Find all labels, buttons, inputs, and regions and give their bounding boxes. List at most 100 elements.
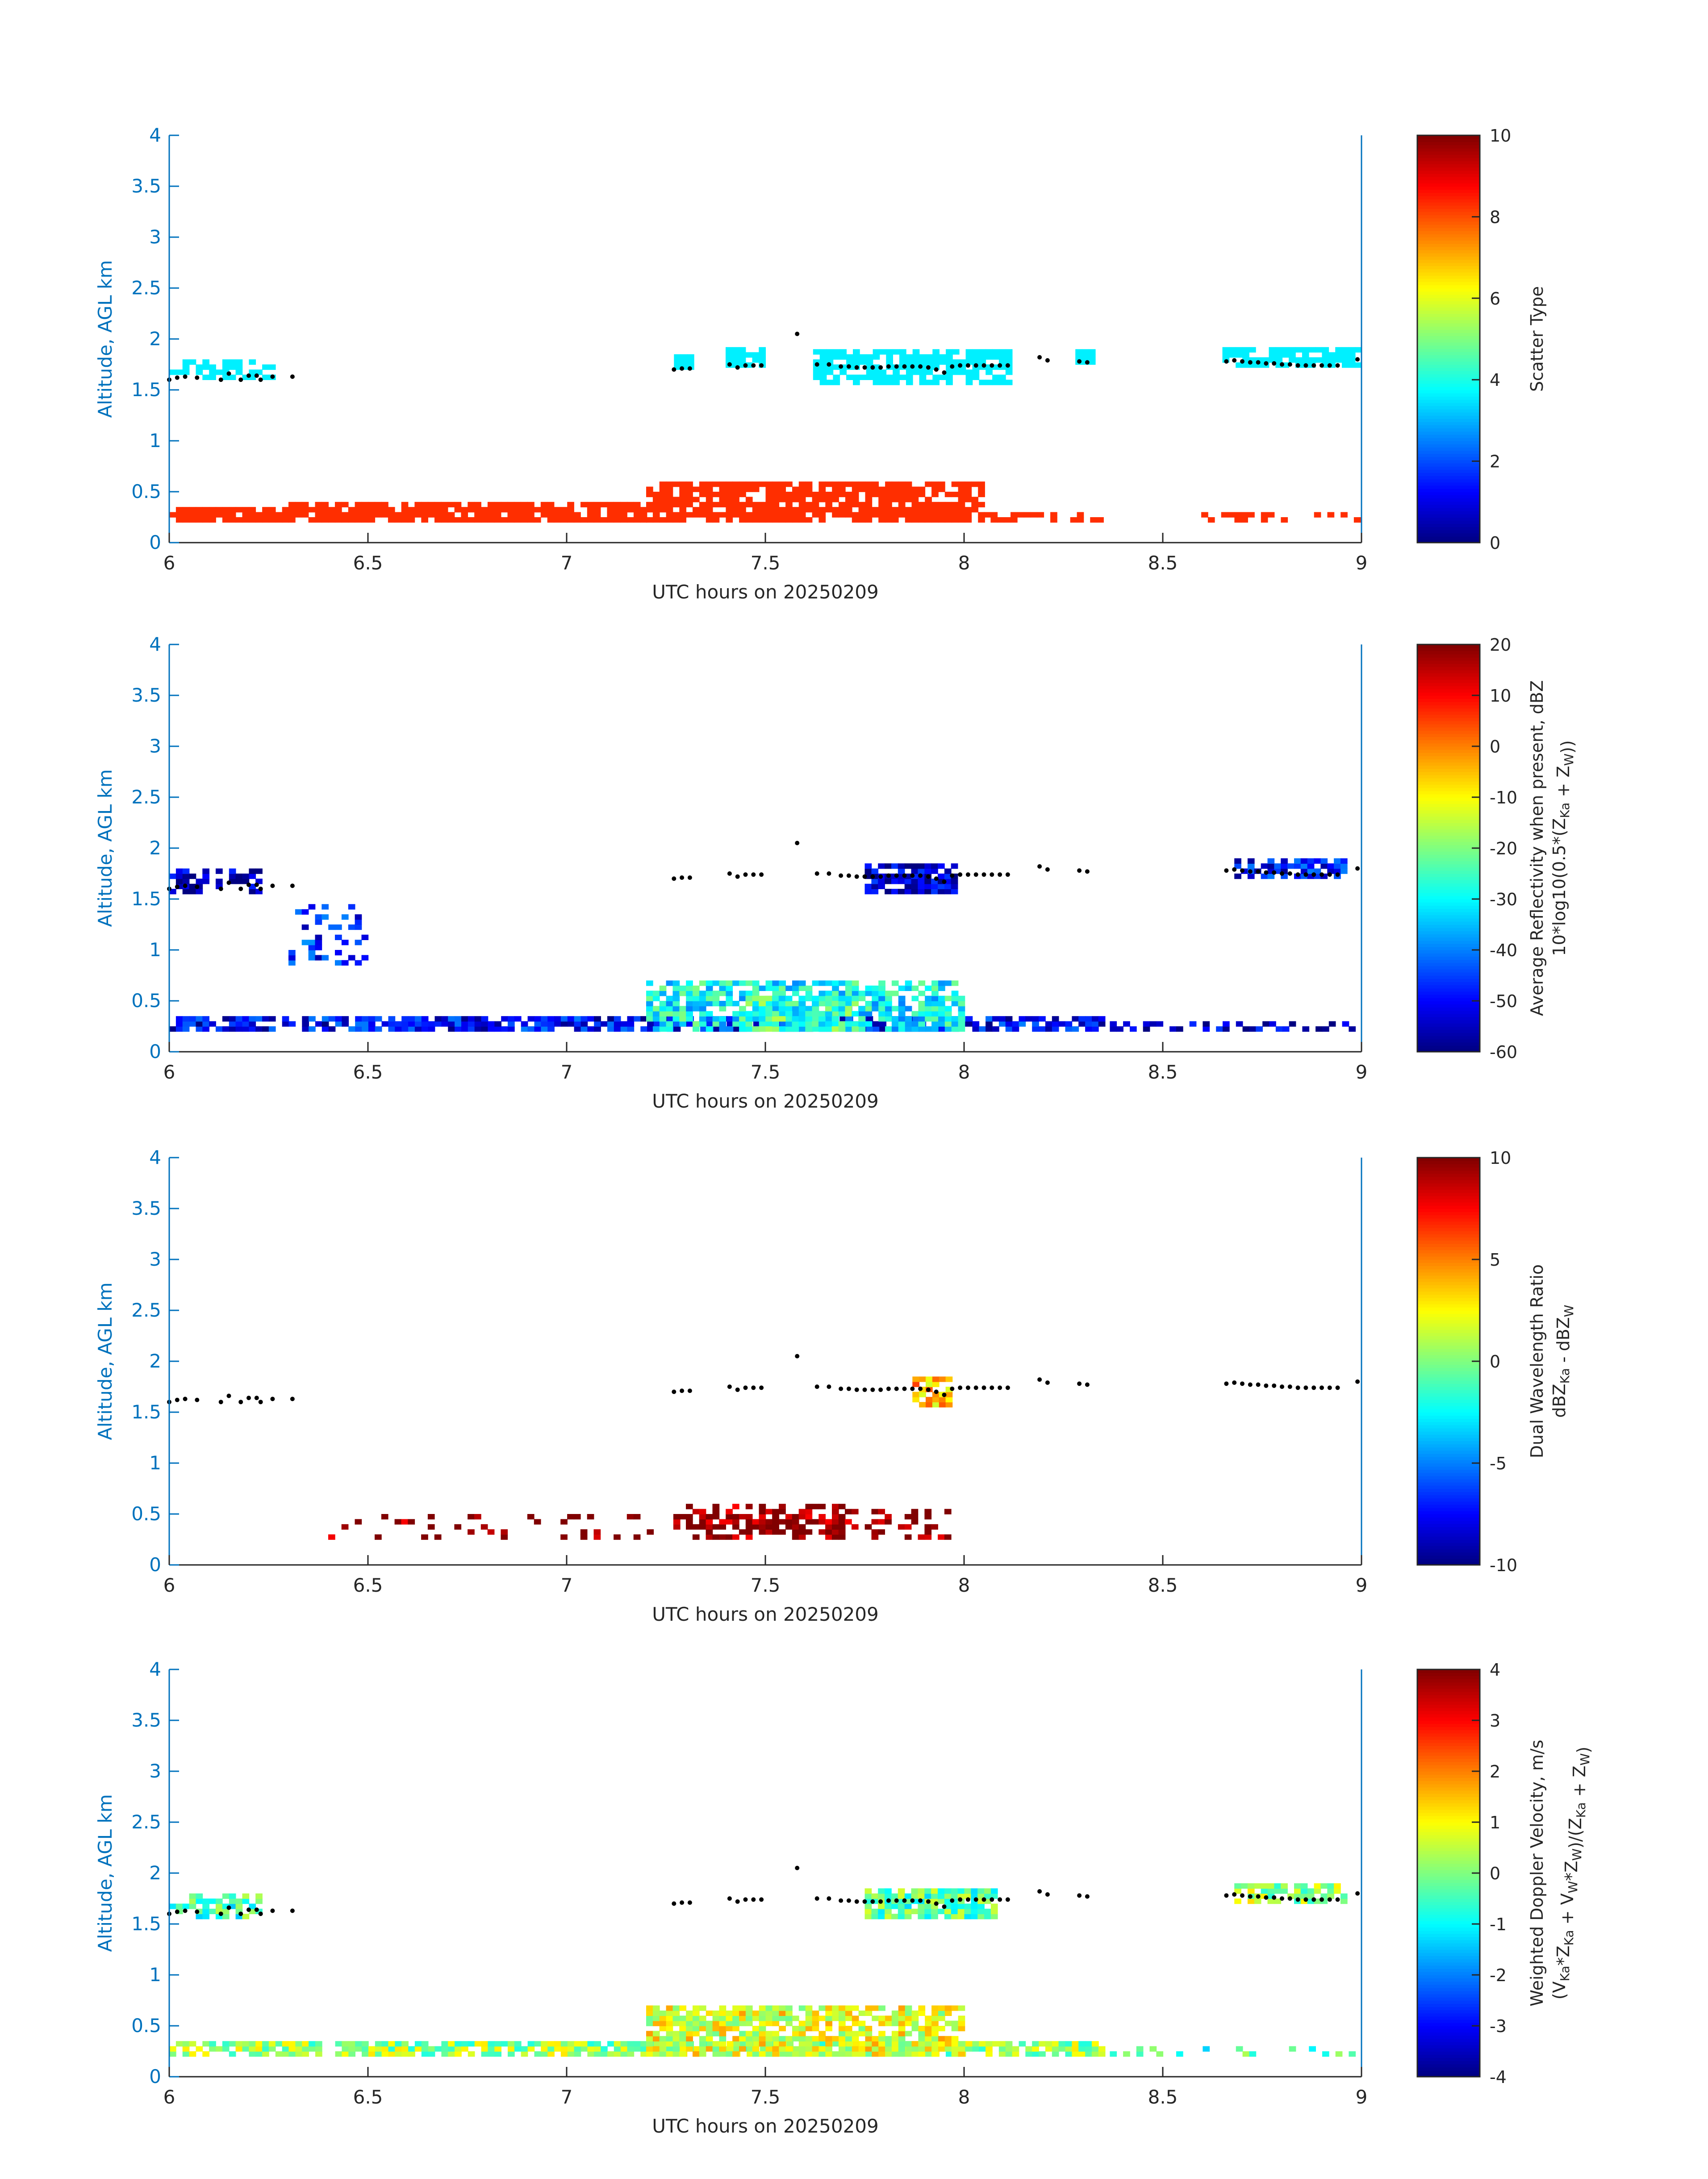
heatmap-cell xyxy=(946,374,953,380)
heatmap-cell xyxy=(872,486,879,492)
heatmap-cell xyxy=(965,497,972,502)
heatmap-cell xyxy=(620,1026,628,1032)
heatmap-cell xyxy=(785,2020,793,2026)
heatmap-cell xyxy=(666,517,673,523)
colorbar-segment xyxy=(1417,921,1480,925)
heatmap-cell xyxy=(1176,2051,1183,2057)
colorbar-segment xyxy=(1417,1841,1480,1845)
heatmap-cell xyxy=(1341,858,1348,864)
heatmap-cell xyxy=(401,502,409,507)
heatmap-cell xyxy=(666,512,673,518)
y-tick-label: 2.5 xyxy=(131,1811,161,1833)
heatmap-cell xyxy=(931,995,939,1001)
heatmap-cell xyxy=(918,1016,926,1022)
heatmap-cell xyxy=(216,369,223,375)
cloud-top-marker xyxy=(687,1389,692,1393)
heatmap-cell xyxy=(593,507,601,513)
heatmap-cell xyxy=(898,512,906,518)
cloud-top-marker xyxy=(1320,1897,1324,1902)
heatmap-cell xyxy=(672,985,680,991)
heatmap-cell xyxy=(911,507,919,513)
heatmap-cell xyxy=(202,364,209,370)
heatmap-cell xyxy=(858,481,866,487)
heatmap-cell xyxy=(335,2041,342,2047)
heatmap-cell xyxy=(692,1524,700,1530)
heatmap-cell xyxy=(534,2051,542,2057)
y-tick-label: 2 xyxy=(149,1350,161,1372)
cloud-top-marker xyxy=(1005,872,1010,877)
cloud-top-marker xyxy=(1335,1385,1340,1390)
heatmap-cell xyxy=(627,2051,635,2057)
heatmap-cell xyxy=(322,502,329,507)
heatmap-cell xyxy=(361,934,369,940)
heatmap-cell xyxy=(1322,2051,1329,2057)
heatmap-cell xyxy=(189,1903,196,1909)
heatmap-cell xyxy=(727,1021,734,1027)
heatmap-cell xyxy=(175,878,183,884)
heatmap-cell xyxy=(765,1524,773,1530)
heatmap-cell xyxy=(911,2051,919,2057)
heatmap-cell xyxy=(428,502,435,507)
colorbar-segment xyxy=(1417,1886,1480,1890)
cloud-top-marker xyxy=(894,1898,899,1903)
heatmap-cell xyxy=(209,1899,216,1904)
colorbar-segment xyxy=(1417,151,1480,155)
heatmap-cell xyxy=(686,1524,693,1530)
heatmap-cell xyxy=(759,2051,766,2057)
heatmap-cell xyxy=(355,940,362,945)
heatmap-cell xyxy=(593,502,601,507)
heatmap-cell xyxy=(1052,1016,1059,1022)
heatmap-cell xyxy=(891,2016,899,2021)
heatmap-cell xyxy=(839,492,846,498)
heatmap-cell xyxy=(434,517,442,523)
heatmap-cell xyxy=(719,2046,727,2052)
heatmap-cell xyxy=(455,1026,462,1032)
heatmap-cell xyxy=(924,1903,931,1909)
heatmap-cell xyxy=(805,1514,813,1520)
heatmap-cell xyxy=(1314,858,1321,864)
colorbar-segment xyxy=(1417,1828,1480,1832)
heatmap-cell xyxy=(1281,517,1288,523)
heatmap-cell xyxy=(1203,1021,1210,1027)
heatmap-cell xyxy=(189,1021,196,1027)
heatmap-cell xyxy=(958,1006,965,1012)
colorbar-segment xyxy=(1417,348,1480,352)
heatmap-cell xyxy=(904,883,912,889)
heatmap-cell xyxy=(262,1026,269,1032)
colorbar-segment xyxy=(1417,1489,1480,1492)
heatmap-cell xyxy=(640,2041,647,2047)
heatmap-cell xyxy=(262,364,269,370)
heatmap-cell xyxy=(447,502,455,507)
heatmap-cell xyxy=(944,1914,952,1920)
heatmap-cell xyxy=(778,1001,786,1007)
heatmap-cell xyxy=(964,1893,972,1899)
heatmap-cell xyxy=(719,2010,727,2016)
heatmap-cell xyxy=(925,2046,932,2052)
heatmap-cell xyxy=(620,507,627,513)
heatmap-cell xyxy=(819,1011,826,1016)
heatmap-cell xyxy=(832,2010,839,2016)
heatmap-cell xyxy=(1085,2041,1092,2047)
colorbar-segment xyxy=(1417,256,1480,260)
heatmap-cell xyxy=(1088,349,1096,355)
colorbar-segment xyxy=(1417,1317,1480,1321)
cloud-top-marker xyxy=(751,363,756,368)
heatmap-cell xyxy=(951,1016,959,1022)
heatmap-cell xyxy=(202,1016,209,1022)
heatmap-cell xyxy=(508,2051,515,2057)
colorbar-segment xyxy=(1417,1669,1480,1673)
heatmap-cell xyxy=(249,1903,256,1909)
y-tick-label: 3 xyxy=(149,1760,161,1782)
heatmap-cell xyxy=(659,1006,667,1012)
heatmap-cell xyxy=(1005,1021,1013,1027)
colorbar-segment xyxy=(1417,1301,1480,1305)
heatmap-cell xyxy=(652,2051,660,2057)
heatmap-cell xyxy=(944,874,952,879)
heatmap-cell xyxy=(216,1899,223,1904)
heatmap-cell xyxy=(1110,2051,1117,2057)
heatmap-cell xyxy=(315,1021,322,1027)
heatmap-cell xyxy=(918,889,925,895)
heatmap-cell xyxy=(739,492,746,498)
heatmap-cell xyxy=(958,1001,965,1007)
heatmap-cell xyxy=(1242,2051,1250,2057)
